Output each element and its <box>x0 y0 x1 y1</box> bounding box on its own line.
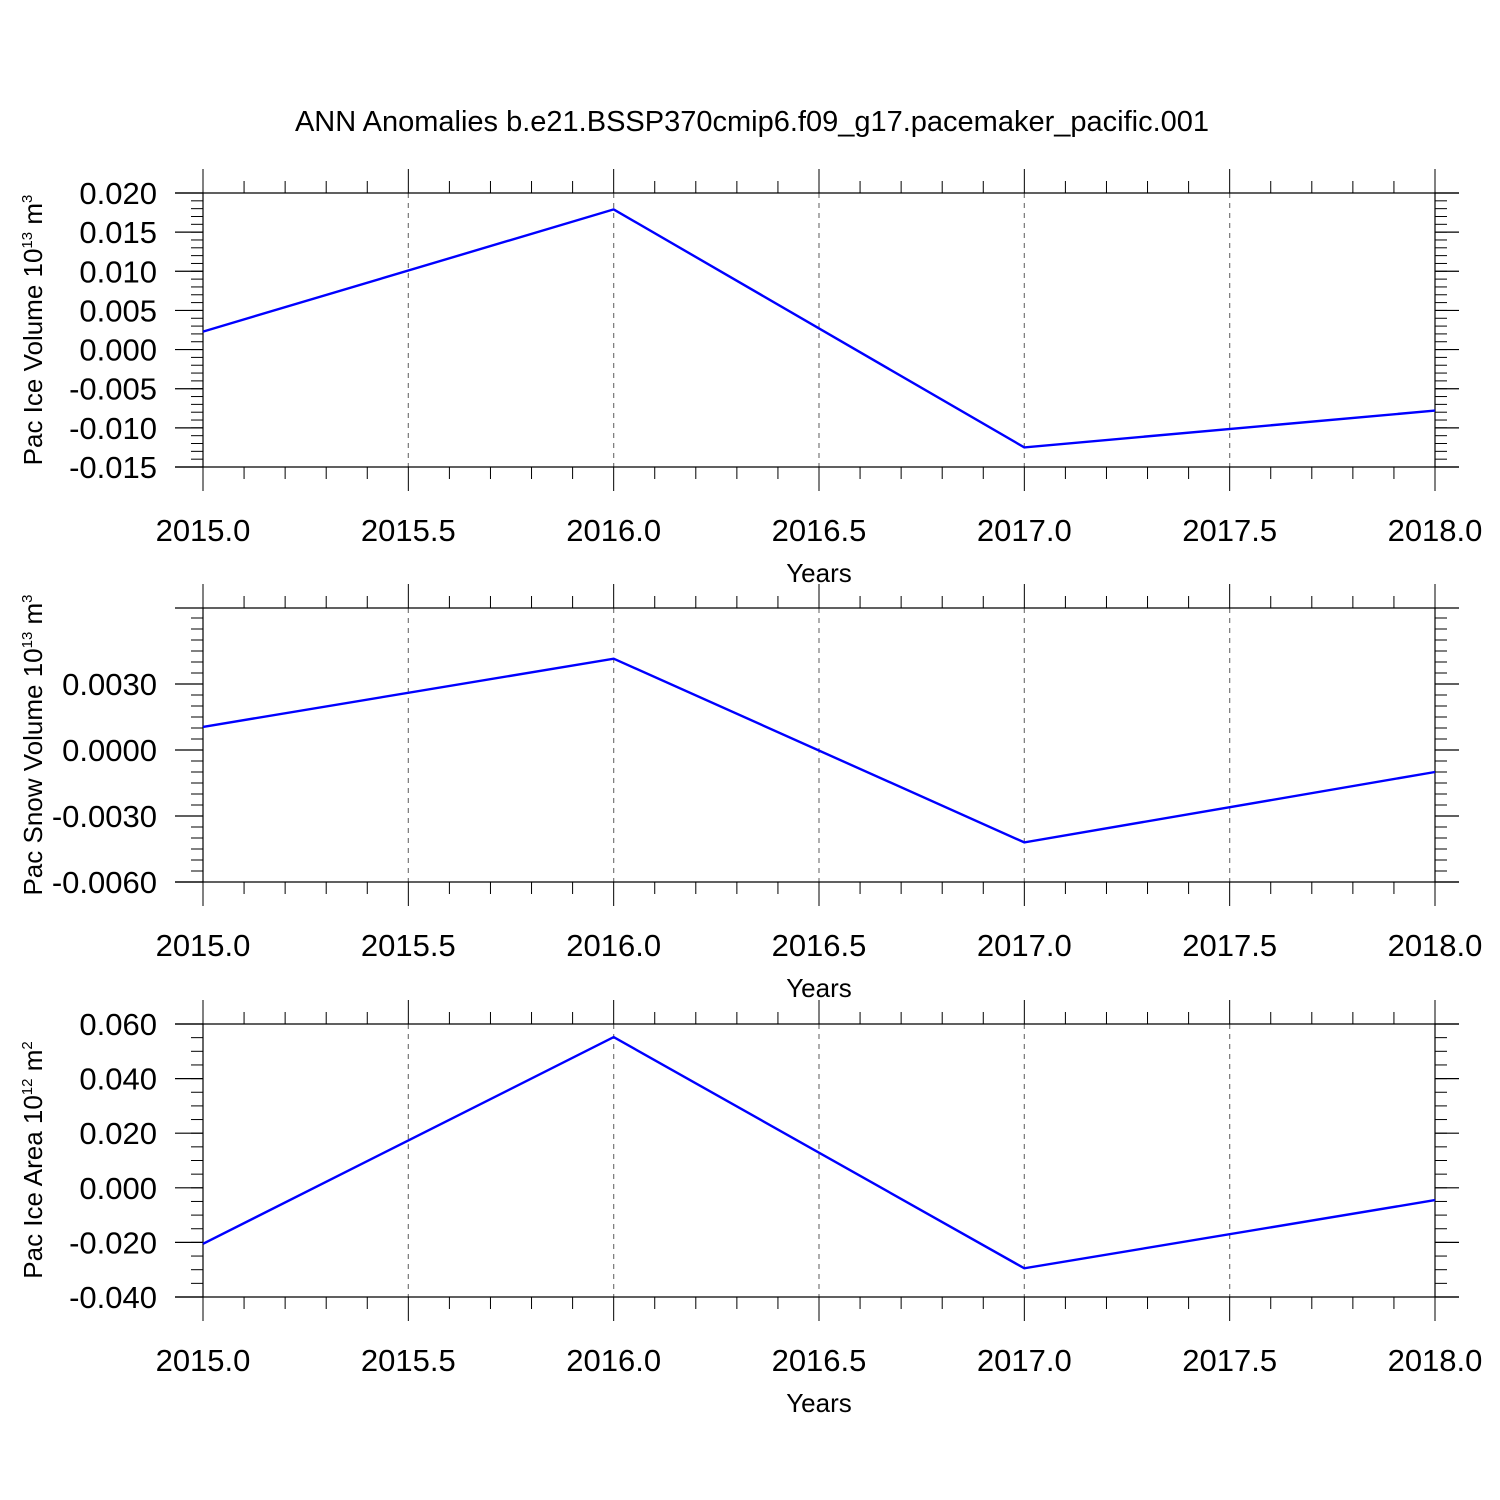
y-tick-label: 0.0030 <box>62 667 157 702</box>
x-tick-label: 2015.5 <box>361 513 456 548</box>
y-tick-label: 0.010 <box>79 254 157 289</box>
y-tick-label: 0.020 <box>79 1116 157 1151</box>
y-tick-label: -0.040 <box>69 1280 157 1315</box>
series-line <box>202 657 1436 844</box>
x-tick-label: 2016.5 <box>772 513 867 548</box>
panels: 2015.0 2015.5 2016.0 2016.5 2017.0 2017.5 2018… <box>18 169 1482 1418</box>
y-axis-label: Pac Snow Volume 1013 m3 <box>18 594 48 895</box>
x-axis-label: Years <box>786 973 852 1003</box>
x-tick-label: 2016.0 <box>566 513 661 548</box>
x-tick-label: 2017.0 <box>977 928 1072 963</box>
x-tick-label: 2016.0 <box>566 928 661 963</box>
x-tick-label: 2018.0 <box>1388 928 1483 963</box>
x-tick-label: 2017.5 <box>1182 513 1277 548</box>
x-tick-label: 2016.0 <box>566 1343 661 1378</box>
y-tick-label: -0.015 <box>69 450 157 485</box>
chart-panel-1: 2015.0 2015.5 2016.0 2016.5 2017.0 2017.5 2018… <box>18 169 1482 588</box>
y-tick-label: -0.020 <box>69 1225 157 1260</box>
x-tick-label: 2018.0 <box>1388 513 1483 548</box>
y-tick-label: 0.060 <box>79 1007 157 1042</box>
x-tick-label: 2017.5 <box>1182 928 1277 963</box>
x-tick-label: 2015.5 <box>361 1343 456 1378</box>
x-tick-label: 2016.5 <box>772 928 867 963</box>
x-tick-label: 2017.5 <box>1182 1343 1277 1378</box>
y-tick-label: 0.005 <box>79 293 157 328</box>
y-tick-label: 0.015 <box>79 215 157 250</box>
x-tick-label: 2017.0 <box>977 1343 1072 1378</box>
y-tick-label: 0.000 <box>79 333 157 368</box>
y-tick-label: 0.020 <box>79 176 157 211</box>
x-axis-label: Years <box>786 1388 852 1418</box>
chart-title: ANN Anomalies b.e21.BSSP370cmip6.f09_g17… <box>295 106 1209 138</box>
y-tick-label: -0.010 <box>69 411 157 446</box>
chart-panel-3: 2015.0 2015.5 2016.0 2016.5 2017.0 2017.5 2018… <box>18 1000 1482 1418</box>
y-axis-label: Pac Ice Area 1012 m2 <box>18 1041 48 1278</box>
series-line <box>202 1035 1436 1270</box>
x-tick-label: 2018.0 <box>1388 1343 1483 1378</box>
y-tick-label: -0.0060 <box>52 865 157 900</box>
y-tick-label: -0.005 <box>69 372 157 407</box>
x-tick-label: 2015.0 <box>156 928 251 963</box>
y-tick-label: 0.040 <box>79 1062 157 1097</box>
x-axis-label: Years <box>786 558 852 588</box>
y-axis-label: Pac Ice Volume 1013 m3 <box>18 195 48 466</box>
y-tick-label: -0.0030 <box>52 799 157 834</box>
x-tick-label: 2017.0 <box>977 513 1072 548</box>
x-tick-label: 2015.0 <box>156 513 251 548</box>
x-tick-label: 2015.5 <box>361 928 456 963</box>
x-tick-label: 2016.5 <box>772 1343 867 1378</box>
y-tick-label: 0.0000 <box>62 733 157 768</box>
y-tick-label: 0.000 <box>79 1171 157 1206</box>
chart-panel-2: 2015.0 2015.5 2016.0 2016.5 2017.0 2017.5 2018… <box>18 584 1482 1003</box>
series-line <box>202 208 1436 449</box>
x-tick-label: 2015.0 <box>156 1343 251 1378</box>
